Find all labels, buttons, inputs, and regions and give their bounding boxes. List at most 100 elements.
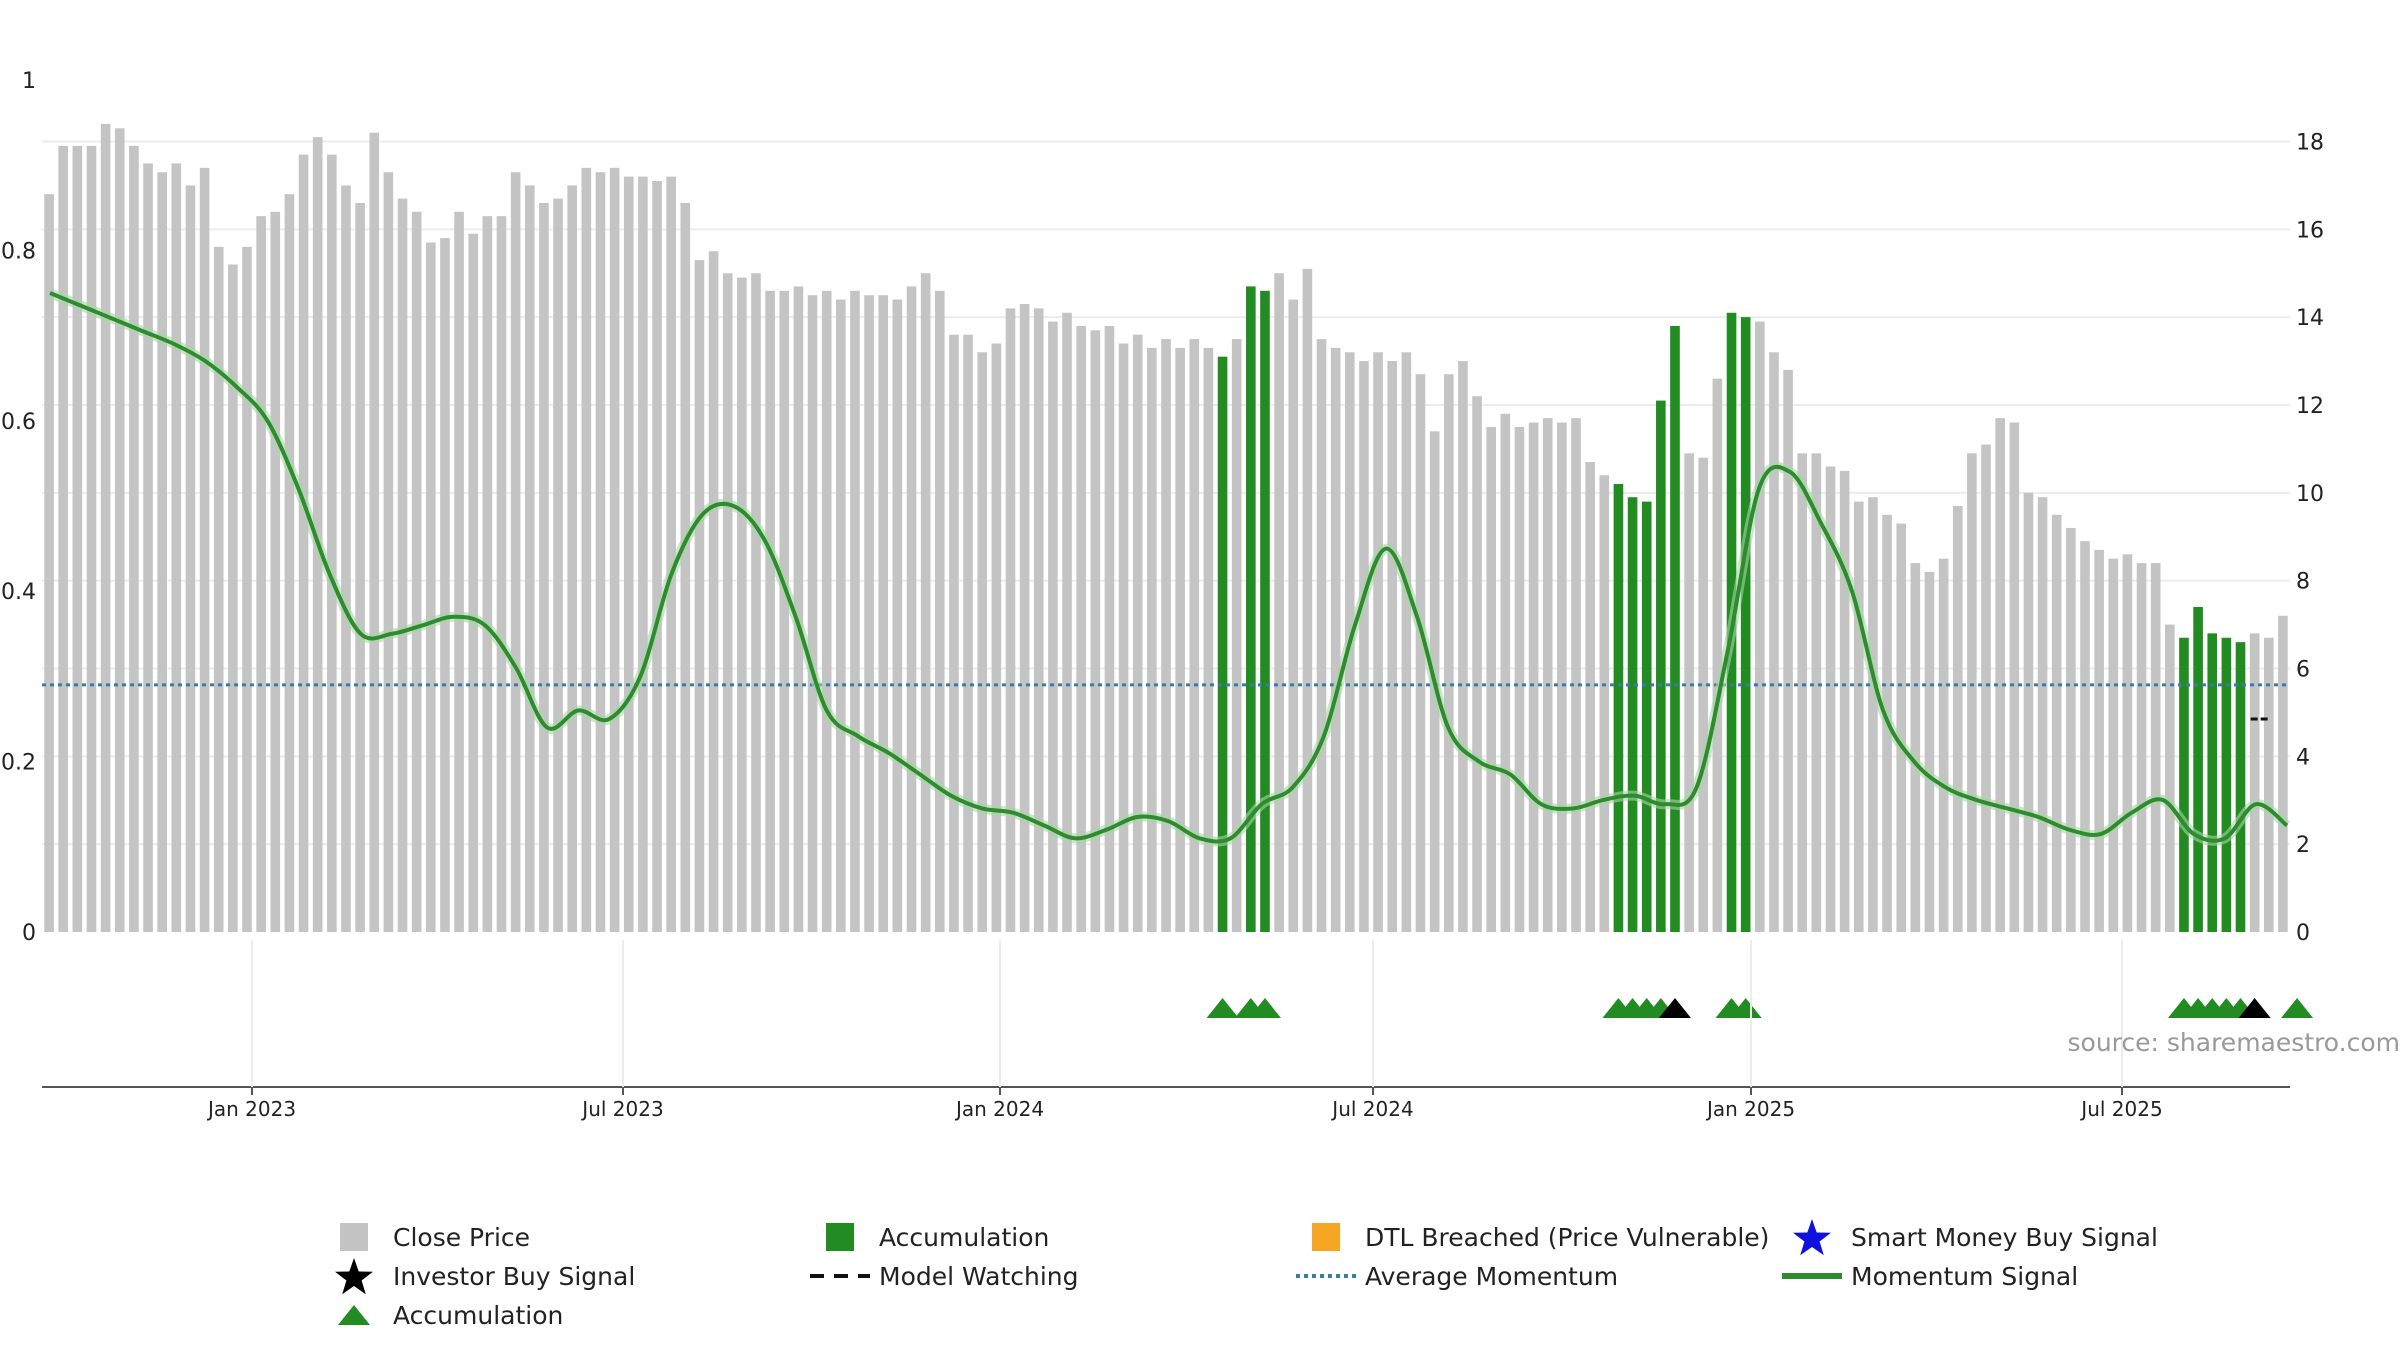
- close-price-bar: [86, 145, 97, 932]
- close-price-bar: [129, 145, 139, 932]
- close-price-bar: [1472, 396, 1482, 932]
- close-price-bar: [1387, 361, 1398, 933]
- close-price-bar: [1599, 475, 1610, 932]
- left-tick-label: 0.4: [1, 580, 36, 605]
- close-price-bar: [242, 246, 252, 932]
- close-price-bar: [496, 216, 507, 932]
- close-price-bar: [213, 246, 224, 932]
- signal-markers: [1206, 998, 2314, 1018]
- close-price-bar: [327, 154, 337, 932]
- close-price-bar: [1090, 330, 1101, 932]
- momentum-signal-line: [49, 291, 2289, 844]
- legend-accumulation-triangle-icon: [338, 1305, 370, 1325]
- close-price-bar: [1415, 374, 1426, 932]
- x-tick-label: Jul 2025: [2079, 1097, 2162, 1121]
- close-price-bar: [1811, 453, 1822, 932]
- close-price-bar: [1542, 418, 1553, 933]
- close-price-bar: [2249, 633, 2260, 932]
- close-price-bar: [1288, 299, 1299, 932]
- close-price-bar: [1981, 444, 1991, 932]
- close-price-bar: [963, 334, 973, 932]
- close-price-bar: [638, 176, 648, 933]
- accumulation-bar: [2207, 633, 2218, 932]
- accumulation-bar: [1670, 325, 1680, 933]
- accumulation-bar: [2193, 607, 2203, 932]
- accumulation-bar: [1627, 497, 1638, 932]
- close-price-bar: [906, 286, 917, 933]
- legend-average-momentum-label: Average Momentum: [1365, 1262, 1618, 1291]
- close-price-bar: [1995, 418, 2005, 933]
- close-price-bar: [694, 260, 705, 932]
- close-price-bar: [539, 202, 549, 933]
- close-price-bar: [553, 198, 563, 932]
- close-price-bar: [1557, 422, 1567, 932]
- close-price-bar: [284, 194, 295, 933]
- close-price-bar: [2278, 615, 2288, 932]
- investor-buy-triangle: [1658, 998, 1691, 1018]
- close-price-bar: [454, 211, 464, 933]
- legend-dtl-breached-label: DTL Breached (Price Vulnerable): [1365, 1223, 1769, 1252]
- close-price-bar: [609, 167, 620, 932]
- accumulation-bar: [2179, 637, 2189, 932]
- close-price-bar: [2051, 514, 2062, 932]
- close-price-bar: [228, 264, 238, 932]
- close-price-bar: [1076, 325, 1086, 933]
- close-price-bar: [652, 181, 662, 932]
- close-price-bar: [2066, 527, 2076, 932]
- close-price-bar: [779, 290, 790, 932]
- right-tick-label: 14: [2296, 306, 2324, 331]
- close-price-bar: [1571, 418, 1581, 933]
- close-price-bar: [341, 185, 351, 932]
- close-price-bar: [1585, 462, 1595, 932]
- close-price-bar: [2150, 563, 2161, 932]
- close-price-bar: [1005, 308, 1016, 933]
- close-price-bar: [199, 167, 210, 932]
- close-price-bar: [1783, 369, 1793, 932]
- x-tick-label: Jan 2023: [206, 1097, 296, 1121]
- accumulation-bar: [1260, 290, 1270, 932]
- close-price-bar: [1853, 501, 1864, 932]
- close-price-bar: [1712, 378, 1723, 932]
- right-tick-label: 0: [2296, 921, 2310, 946]
- accumulation-bar: [1656, 400, 1666, 933]
- close-price-bar: [1528, 422, 1539, 932]
- right-tick-label: 12: [2296, 394, 2324, 419]
- close-price-bar: [1868, 497, 1878, 932]
- close-price-bar: [397, 198, 408, 932]
- legend-dtl-swatch: [1312, 1223, 1340, 1251]
- close-price-bar: [836, 299, 846, 932]
- close-price-bar: [765, 290, 775, 932]
- legend-close-price-label: Close Price: [393, 1223, 530, 1252]
- close-price-bar: [850, 290, 860, 932]
- close-price-bar: [623, 176, 634, 933]
- close-price-bar: [100, 123, 111, 932]
- close-price-bar: [1231, 339, 1242, 932]
- close-price-bar: [1175, 347, 1185, 932]
- close-price-bar: [1797, 453, 1808, 932]
- right-tick-label: 10: [2296, 482, 2324, 507]
- close-price-bar: [1514, 426, 1525, 932]
- close-price-bar: [920, 273, 931, 932]
- close-price-bar: [595, 172, 606, 932]
- close-price-bar: [1684, 453, 1694, 932]
- close-price-bar: [1486, 426, 1496, 932]
- close-price-bar: [1458, 361, 1468, 933]
- close-price-bar: [751, 273, 761, 932]
- close-price-bar: [1373, 352, 1383, 932]
- close-price-bar: [411, 211, 422, 933]
- close-price-bar: [1203, 347, 1214, 932]
- close-price-bar: [807, 295, 818, 932]
- close-price-bar: [1896, 523, 1907, 932]
- close-price-bar: [468, 233, 479, 933]
- close-price-bar: [72, 145, 83, 932]
- legend-smart-money-star-icon: [1793, 1219, 1831, 1256]
- close-price-bar: [1967, 453, 1977, 932]
- accumulation-triangle: [2281, 998, 2314, 1018]
- close-price-bar: [383, 172, 394, 932]
- close-price-bar: [2080, 541, 2090, 932]
- close-price-bar: [878, 295, 889, 932]
- close-price-bar: [1755, 321, 1765, 932]
- right-tick-label: 18: [2296, 130, 2324, 155]
- accumulation-triangle: [1729, 998, 1762, 1018]
